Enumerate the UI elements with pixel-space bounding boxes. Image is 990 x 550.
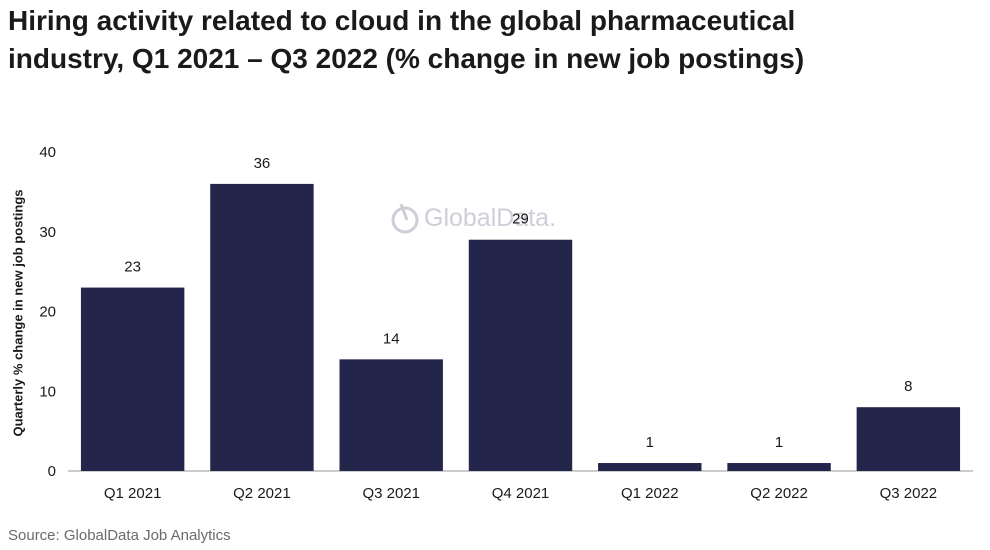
source-note: Source: GlobalData Job Analytics <box>8 527 231 544</box>
y-tick-label: 40 <box>39 144 56 161</box>
data-label: 14 <box>383 330 400 347</box>
bar <box>339 359 443 471</box>
x-tick-label: Q2 2021 <box>233 485 291 502</box>
y-tick-label: 30 <box>39 224 56 241</box>
x-tick-label: Q1 2022 <box>621 485 679 502</box>
x-tick-label: Q3 2022 <box>880 485 938 502</box>
watermark-text: GlobalData. <box>424 203 557 232</box>
bar <box>80 287 185 471</box>
globaldata-logo-icon <box>391 203 419 234</box>
data-label: 29 <box>512 211 529 228</box>
data-label: 8 <box>904 378 912 395</box>
data-label: 36 <box>254 155 271 172</box>
y-tick-label: 0 <box>48 463 56 480</box>
bar <box>727 463 831 471</box>
data-label: 23 <box>124 259 141 276</box>
x-tick-label: Q1 2021 <box>104 485 162 502</box>
bar <box>598 463 702 471</box>
bar <box>210 183 314 471</box>
y-tick-label: 10 <box>39 383 56 400</box>
data-label: 1 <box>775 434 783 451</box>
data-label: 1 <box>646 434 654 451</box>
x-tick-label: Q4 2021 <box>492 485 550 502</box>
x-tick-label: Q3 2021 <box>362 485 420 502</box>
y-tick-label: 20 <box>39 304 56 321</box>
bar <box>856 407 961 471</box>
x-tick-label: Q2 2022 <box>750 485 808 502</box>
watermark: GlobalData. <box>390 200 556 236</box>
chart-title: Hiring activity related to cloud in the … <box>8 5 805 74</box>
bar <box>468 239 573 471</box>
